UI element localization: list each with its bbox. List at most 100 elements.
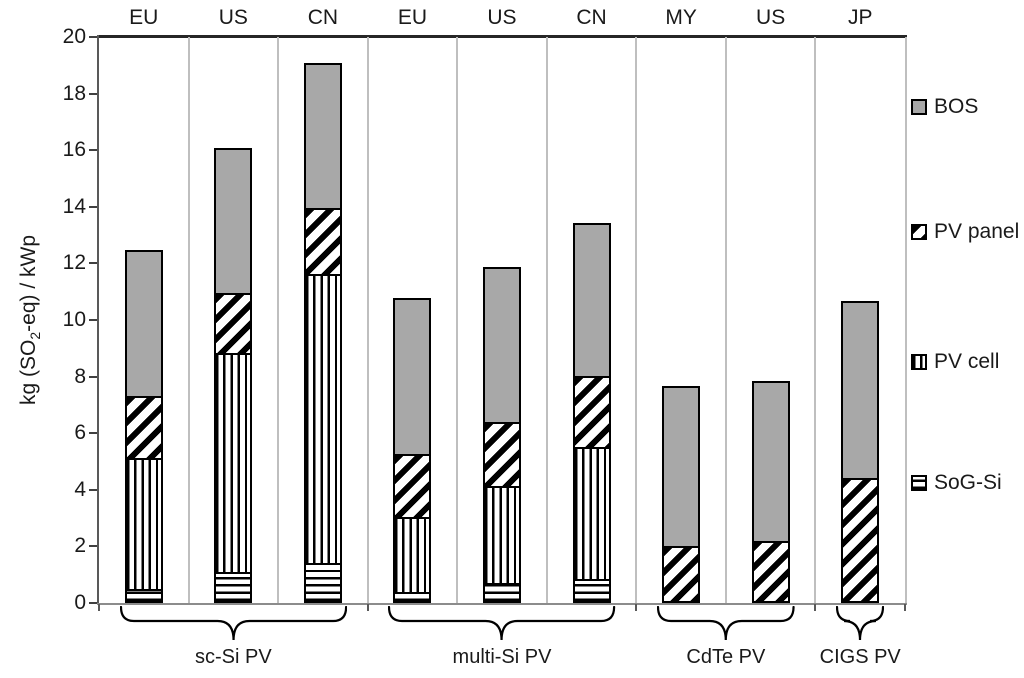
category-label-cn-5: CN: [576, 6, 607, 29]
y-tick-label: 4: [74, 477, 86, 501]
category-label-eu-0: EU: [129, 6, 159, 29]
y-tick-mark: [89, 36, 97, 38]
legend-swatch-pv-cell: [911, 354, 927, 370]
category-label-eu-3: EU: [397, 6, 428, 29]
top-axis-line: [97, 35, 907, 38]
legend-label-sog-si: SoG-Si: [934, 471, 1002, 494]
column-separator: [545, 37, 548, 603]
group-label-sc-si-pv: sc-Si PV: [194, 646, 272, 668]
bar-segment-pv-panel: [124, 396, 163, 460]
bar-sc-si-pv-eu: [124, 249, 163, 603]
bar-segment-pv-panel: [572, 376, 611, 449]
legend-label-bos: BOS: [934, 95, 979, 118]
group-label-cdte-pv: CdTe PV: [686, 646, 766, 668]
bar-segment-bos: [303, 62, 342, 210]
group-brace-cigs-pv: [836, 606, 885, 641]
y-tick-label: 20: [62, 25, 86, 48]
bar-sc-si-pv-cn: [303, 62, 342, 603]
bar-segment-pv-cell: [483, 486, 521, 586]
group-brace-cdte-pv: [657, 606, 795, 641]
bar-segment-pv-panel: [303, 208, 342, 276]
legend-item-pv-cell: PV cell: [911, 350, 999, 374]
bar-multi-si-pv-eu: [393, 297, 432, 603]
y-tick-label: 14: [62, 194, 86, 218]
column-separator: [277, 37, 280, 603]
y-tick-label: 12: [62, 251, 86, 275]
bar-cdte-pv-my: [662, 385, 701, 603]
x-tick-mark: [98, 604, 100, 611]
legend-item-pv-panel: PV panel: [911, 220, 1019, 244]
bar-cigs-pv-jp: [841, 300, 880, 603]
x-tick-mark: [635, 604, 638, 611]
category-label-us-4: US: [487, 6, 517, 29]
bar-segment-bos: [214, 147, 253, 295]
bar-segment-pv-panel: [751, 540, 790, 603]
bar-segment-pv-panel: [841, 478, 880, 603]
plot-area: [99, 37, 905, 603]
bar-multi-si-pv-cn: [572, 222, 611, 603]
plot-right-border: [905, 37, 907, 603]
group-label-multi-si-pv: multi-Si PV: [452, 646, 552, 668]
y-axis-line: [97, 35, 99, 605]
bar-segment-bos: [393, 297, 432, 457]
bar-segment-sog-si: [393, 591, 432, 603]
legend-label-pv-cell: PV cell: [934, 350, 1000, 373]
y-tick-mark: [89, 602, 97, 604]
y-tick-label: 18: [62, 81, 86, 105]
bar-segment-pv-cell: [124, 457, 163, 591]
legend-swatch-bos: [911, 99, 927, 115]
y-tick-label: 8: [74, 364, 86, 388]
bar-multi-si-pv-us: [483, 266, 521, 603]
bar-segment-pv-panel: [662, 546, 701, 603]
bar-segment-sog-si: [572, 578, 611, 603]
y-tick-mark: [89, 432, 97, 435]
column-separator: [366, 37, 369, 603]
bar-segment-bos: [751, 381, 790, 543]
bar-segment-bos: [572, 222, 611, 379]
legend-swatch-pv-panel: [911, 224, 927, 240]
y-tick-mark: [89, 319, 97, 321]
x-tick-mark: [366, 604, 369, 611]
legend-label-pv-panel: PV panel: [934, 220, 1020, 243]
bar-segment-pv-cell: [214, 353, 253, 574]
bar-segment-sog-si: [483, 583, 521, 603]
group-brace-sc-si-pv: [119, 606, 347, 641]
column-separator: [724, 37, 727, 603]
x-tick-mark: [904, 604, 906, 611]
category-label-cn-2: CN: [307, 6, 339, 29]
legend-item-sog-si: SoG-Si: [911, 471, 1002, 495]
bar-cdte-pv-us: [751, 381, 790, 603]
bar-segment-pv-cell: [572, 446, 611, 581]
x-tick-mark: [814, 604, 817, 611]
legend-swatch-sog-si: [911, 475, 927, 491]
y-tick-label: 6: [74, 421, 86, 445]
group-brace-path: [836, 606, 885, 641]
category-label-my-6: MY: [665, 6, 697, 29]
y-tick-label: 0: [74, 591, 86, 614]
bar-segment-pv-panel: [214, 292, 253, 356]
category-label-jp-8: JP: [847, 6, 873, 29]
bar-segment-bos: [124, 249, 163, 399]
group-brace-path: [657, 606, 795, 641]
y-tick-label: 2: [74, 534, 86, 558]
bar-segment-pv-cell: [303, 273, 342, 566]
y-tick-mark: [89, 375, 97, 378]
bar-segment-sog-si: [303, 563, 342, 603]
bar-segment-pv-cell: [393, 517, 432, 594]
group-brace-path: [119, 606, 347, 641]
bar-segment-sog-si: [214, 571, 253, 603]
y-tick-mark: [89, 488, 97, 491]
group-brace-multi-si-pv: [388, 606, 616, 641]
group-label-cigs-pv: CIGS PV: [819, 646, 901, 668]
legend-item-bos: BOS: [911, 95, 978, 119]
y-tick-mark: [89, 149, 97, 152]
column-separator: [187, 37, 190, 603]
y-tick-mark: [89, 205, 97, 208]
y-tick-label: 10: [62, 308, 86, 331]
y-axis-title-subscript: 2: [27, 331, 44, 340]
y-tick-mark: [89, 262, 97, 265]
category-label-us-1: US: [218, 6, 248, 29]
x-axis-line: [97, 603, 907, 605]
bar-sc-si-pv-us: [214, 147, 253, 603]
